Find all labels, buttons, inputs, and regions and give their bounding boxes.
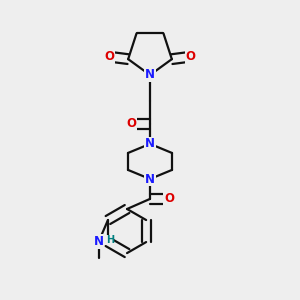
Text: H: H (106, 235, 114, 245)
Text: O: O (126, 118, 136, 130)
Text: N: N (94, 235, 104, 248)
Text: O: O (186, 50, 196, 63)
Text: O: O (164, 192, 174, 206)
Text: N: N (145, 172, 155, 185)
Text: N: N (145, 68, 155, 82)
Text: N: N (145, 137, 155, 150)
Text: O: O (104, 50, 114, 63)
